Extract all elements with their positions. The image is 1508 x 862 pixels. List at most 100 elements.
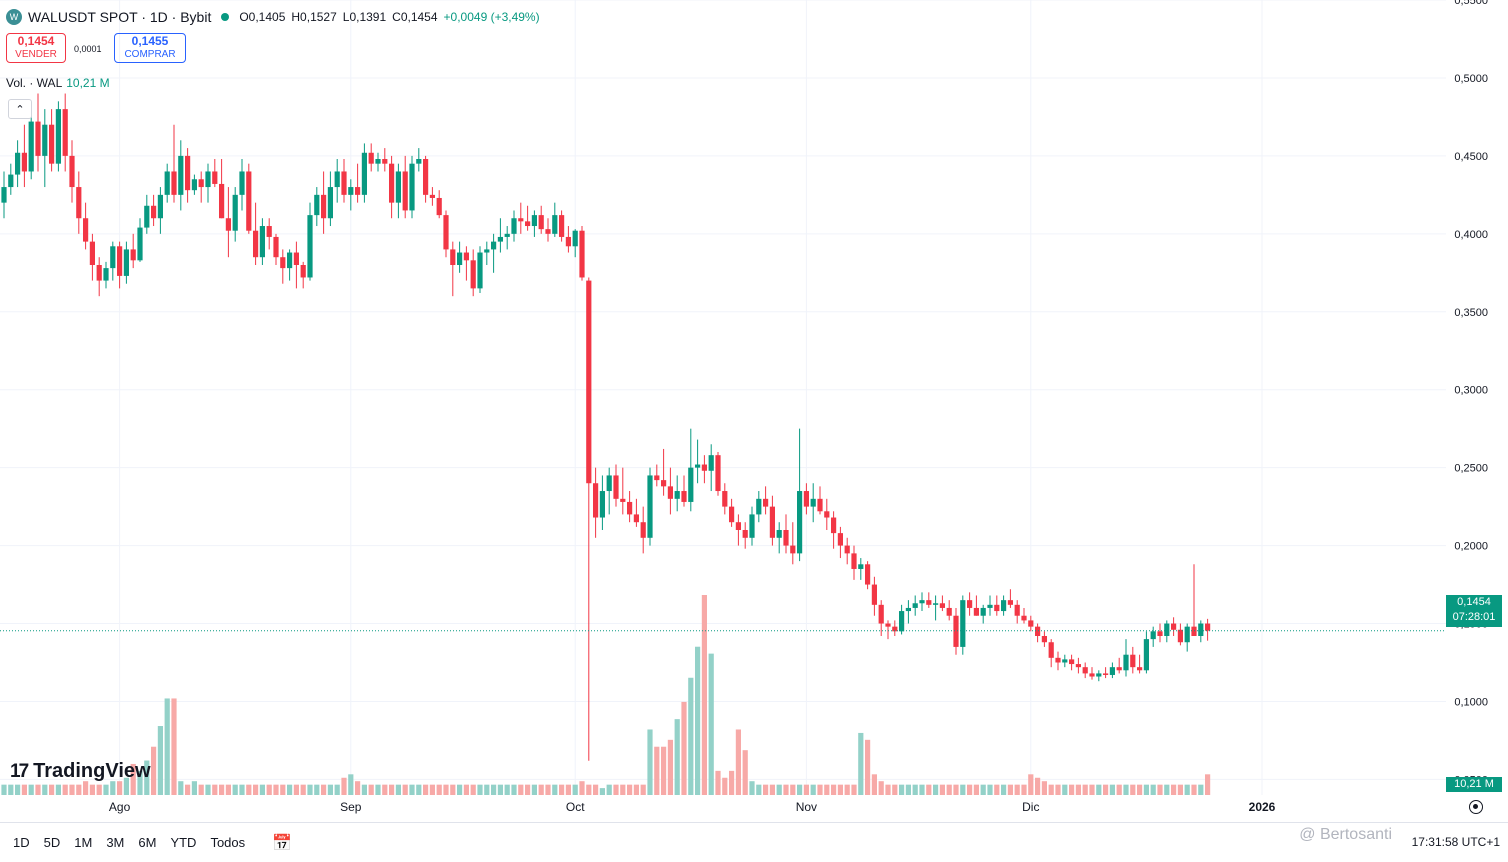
candle-body [185,155,191,191]
volume-bar [1075,784,1081,795]
volume-bar [885,784,891,795]
volume-bar [497,784,503,795]
clock-timezone[interactable]: 17:31:58 UTC+1 [1411,835,1500,849]
x-tick-label: Ago [109,800,131,814]
candle-body [756,498,762,515]
candle-body [1021,615,1027,621]
volume-bar [293,784,299,795]
volume-bar [151,746,157,795]
candle-body [144,205,150,228]
candle-body [225,218,231,231]
volume-bar [613,784,619,795]
candle-body [137,227,143,261]
volume-bar [933,784,939,795]
candle-body [1096,673,1102,677]
timeframe-all[interactable]: Todos [210,835,246,850]
timeframe-6m[interactable]: 6M [138,835,157,850]
timeframe-5d[interactable]: 5D [43,835,61,850]
volume-bar [1171,784,1177,795]
candle-body [790,545,796,554]
candle-body [865,564,871,585]
candle-body [1082,667,1088,674]
volume-bar [300,784,306,795]
volume-bar [824,784,830,795]
y-axis[interactable]: 0,05000,10000,15000,20000,25000,30000,35… [1454,0,1488,786]
candle-body [939,603,945,608]
candle-body [1048,642,1054,658]
volume-legend[interactable]: Vol. · WAL 10,21 M [6,76,110,90]
candle-body [1069,659,1075,665]
candle-body [749,514,755,538]
timeframe-1m[interactable]: 1M [74,835,93,850]
spread-value: 0,0001 [74,44,102,54]
volume-bar [361,784,367,795]
volume-bar [382,784,388,795]
volume-bar [198,784,204,795]
volume-bar [334,784,340,795]
volume-bar [1001,784,1007,795]
price-chart[interactable]: 0,05000,10000,15000,20000,25000,30000,35… [0,0,1508,822]
settings-gear-icon[interactable] [1469,800,1483,814]
volume-bar [905,784,911,795]
volume-bar [579,781,585,795]
candle-body [1014,604,1020,616]
tradingview-logo[interactable]: 17 TradingView [10,760,151,783]
timeframe-ytd[interactable]: YTD [170,835,197,850]
candle-body [899,611,905,632]
candle-body [198,179,204,188]
volume-bars [1,595,1211,795]
volume-bar [1062,784,1068,795]
sell-button[interactable]: 0,1454 VENDER [6,33,66,63]
candle-body [552,215,558,234]
y-tick-label: 0,3000 [1454,385,1488,397]
volume-bar [246,784,252,795]
candle-body [1143,639,1149,671]
volume-bar [960,784,966,795]
volume-bar [1014,784,1020,795]
calendar-range-icon[interactable]: 📅 [272,834,293,852]
candle-body [477,252,483,289]
volume-bar [35,784,41,795]
candle-body [1157,631,1163,636]
volume-bar [667,739,673,795]
tv-wordmark: TradingView [33,760,151,782]
candle-body [912,603,918,608]
volume-bar [137,770,143,795]
volume-bar [130,763,136,795]
buy-button[interactable]: 0,1455 COMPRAR [114,33,186,63]
candle-body [266,226,272,237]
candle-body [1,187,7,203]
chart-grid [0,0,1446,795]
volume-bar [722,777,728,795]
symbol-title[interactable]: WALUSDT SPOT · 1D · Bybit [28,9,212,25]
volume-bar [994,784,1000,795]
candle-body [402,171,408,211]
volume-bar [1130,784,1136,795]
volume-bar [83,781,89,795]
volume-bar [674,719,680,795]
candle-body [83,218,89,242]
candle-body [987,604,993,608]
volume-bar [103,784,109,795]
x-axis[interactable]: Ago Sep Oct Nov Dic 2026 [109,800,1276,814]
volume-bar [110,781,116,795]
market-open-icon [221,13,230,21]
volume-bar [525,784,531,795]
collapse-legend-button[interactable]: ⌃ [8,99,32,119]
candles [1,93,1211,761]
candle-body [239,171,245,195]
candle-body [769,506,775,538]
candle-body [797,491,803,554]
volume-bar [1116,784,1122,795]
candle-body [334,171,340,188]
candle-body [300,265,306,278]
candle-body [613,475,619,499]
timeframe-3m[interactable]: 3M [106,835,125,850]
candle-body [837,533,843,546]
timeframe-1d[interactable]: 1D [13,835,30,850]
candle-body [967,600,973,608]
volume-bar [280,784,286,795]
volume-bar [1021,784,1027,795]
candle-body [1001,600,1007,612]
candle-body [579,230,585,278]
